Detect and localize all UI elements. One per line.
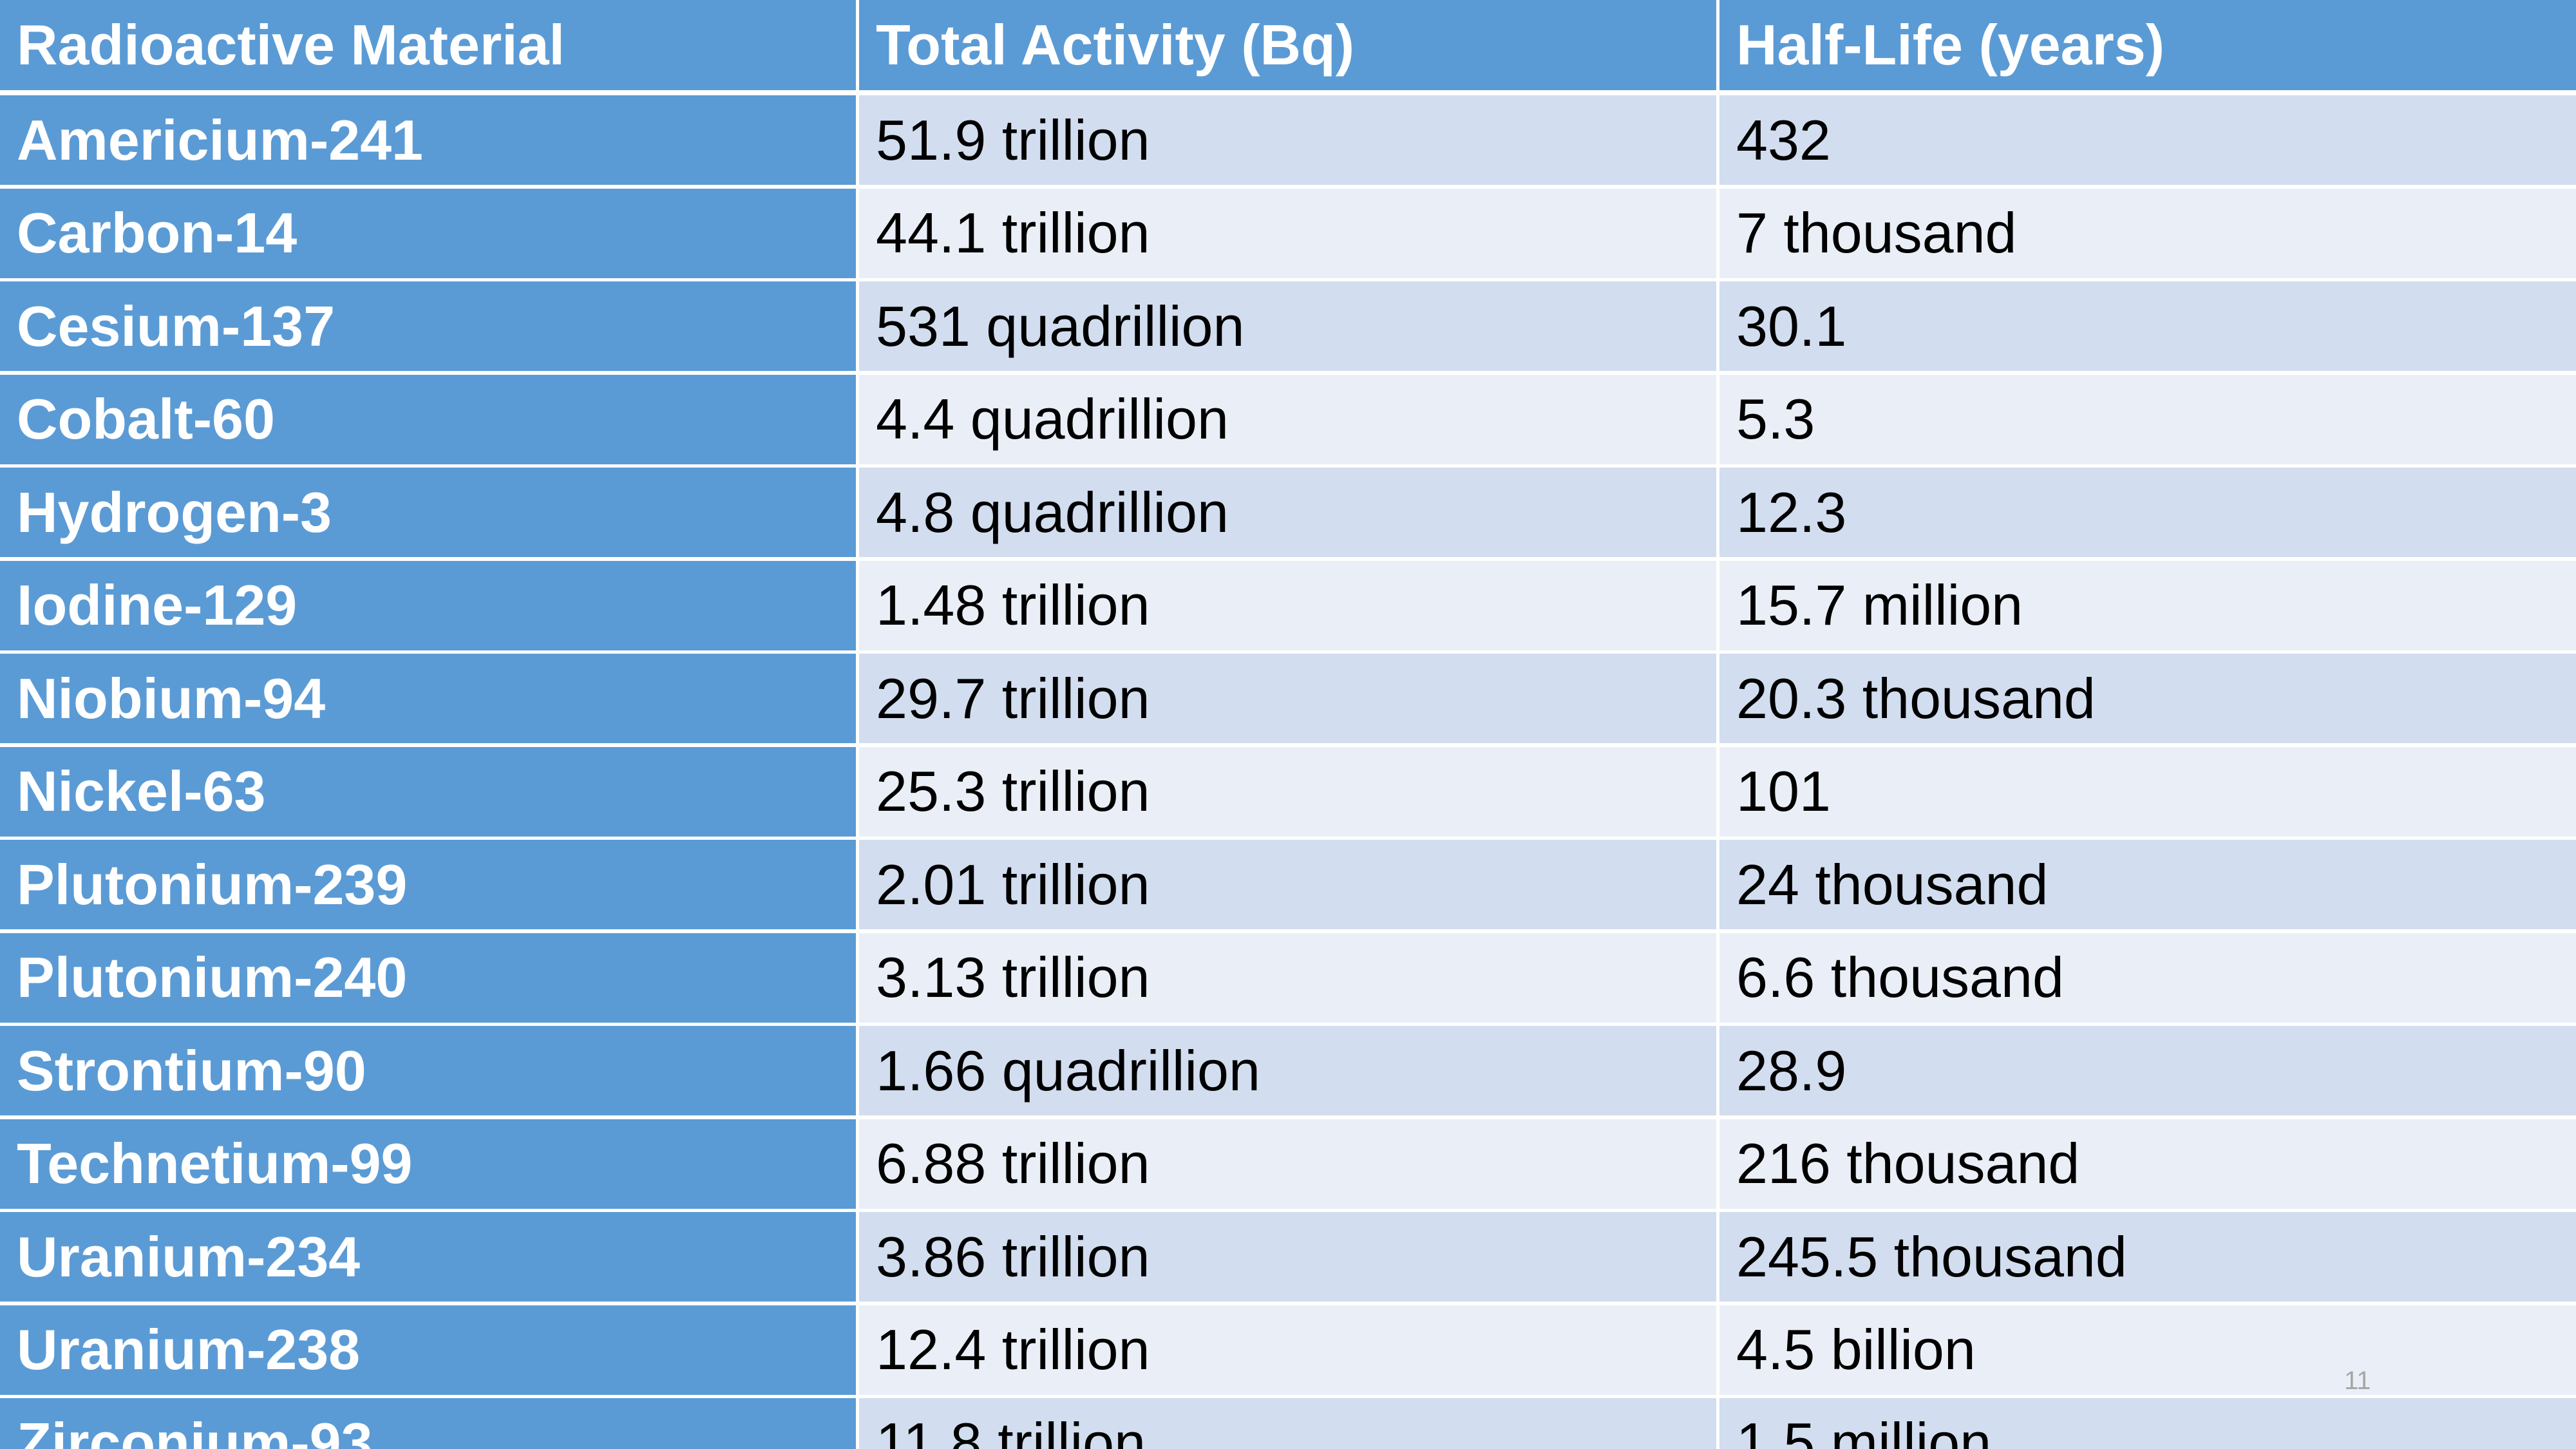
table-cell: 28.9 <box>1719 1026 2576 1115</box>
table-cell: 4.4 quadrillion <box>859 374 1716 464</box>
table-cell: 6.6 thousand <box>1719 933 2576 1023</box>
table-cell: 25.3 trillion <box>859 746 1716 837</box>
table-cell: 245.5 thousand <box>1719 1212 2576 1302</box>
table-cell: 6.88 trillion <box>859 1119 1716 1209</box>
table-cell: 1.66 quadrillion <box>859 1026 1716 1115</box>
row-label: Niobium-94 <box>0 654 856 743</box>
table-cell: 51.9 trillion <box>859 95 1716 185</box>
table-cell: 30.1 <box>1719 281 2576 371</box>
row-label: Technetium-99 <box>0 1119 856 1209</box>
table-cell: 4.5 billion <box>1719 1305 2576 1395</box>
row-label: Iodine-129 <box>0 560 856 650</box>
table-cell: 3.86 trillion <box>859 1212 1716 1302</box>
table-cell: 11.8 trillion <box>859 1398 1716 1449</box>
table-cell: 2.01 trillion <box>859 840 1716 929</box>
table-cell: 101 <box>1719 746 2576 837</box>
header-cell: Total Activity (Bq) <box>859 0 1716 90</box>
table-cell: 29.7 trillion <box>859 654 1716 743</box>
row-label: Carbon-14 <box>0 188 856 278</box>
row-label: Zirconium-93 <box>0 1398 856 1449</box>
row-label: Nickel-63 <box>0 746 856 837</box>
table-cell: 12.4 trillion <box>859 1305 1716 1395</box>
table-cell: 7 thousand <box>1719 188 2576 278</box>
row-label: Hydrogen-3 <box>0 468 856 557</box>
table-cell: 4.8 quadrillion <box>859 468 1716 557</box>
table-cell: 12.3 <box>1719 468 2576 557</box>
table-cell: 1.5 million <box>1719 1398 2576 1449</box>
table-cell: 432 <box>1719 95 2576 185</box>
row-label: Plutonium-240 <box>0 933 856 1023</box>
row-label: Americium-241 <box>0 95 856 185</box>
header-cell: Radioactive Material <box>0 0 856 90</box>
table-cell: 1.48 trillion <box>859 560 1716 650</box>
header-cell: Half-Life (years) <box>1719 0 2576 90</box>
row-label: Uranium-238 <box>0 1305 856 1395</box>
table-cell: 3.13 trillion <box>859 933 1716 1023</box>
page-number: 11 <box>2344 1367 2371 1395</box>
row-label: Strontium-90 <box>0 1026 856 1115</box>
row-label: Cobalt-60 <box>0 374 856 464</box>
row-label: Cesium-137 <box>0 281 856 371</box>
table-cell: 5.3 <box>1719 374 2576 464</box>
row-label: Uranium-234 <box>0 1212 856 1302</box>
table-cell: 15.7 million <box>1719 560 2576 650</box>
table-cell: 216 thousand <box>1719 1119 2576 1209</box>
table-cell: 44.1 trillion <box>859 188 1716 278</box>
table-cell: 20.3 thousand <box>1719 654 2576 743</box>
table-cell: 531 quadrillion <box>859 281 1716 371</box>
row-label: Plutonium-239 <box>0 840 856 929</box>
table-cell: 24 thousand <box>1719 840 2576 929</box>
